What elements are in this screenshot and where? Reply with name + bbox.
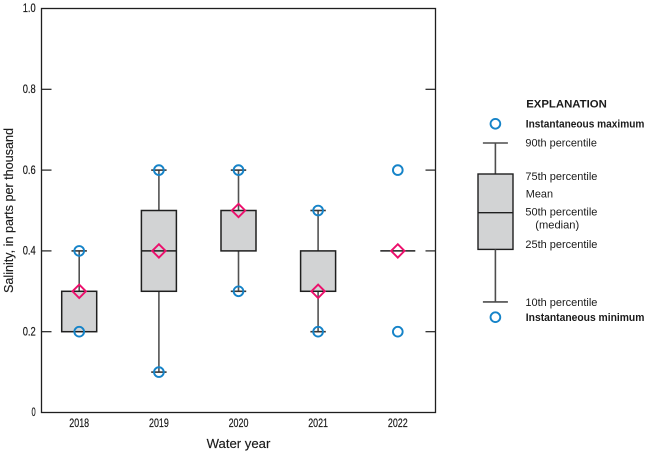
svg-text:0.2: 0.2 [23, 324, 36, 338]
svg-text:0.8: 0.8 [23, 82, 36, 96]
svg-text:0.6: 0.6 [23, 163, 36, 177]
svg-text:2020: 2020 [229, 416, 249, 430]
svg-text:Instantaneous minimum: Instantaneous minimum [526, 312, 645, 324]
svg-text:(median): (median) [535, 219, 579, 231]
svg-text:2022: 2022 [388, 416, 408, 430]
svg-text:EXPLANATION: EXPLANATION [526, 99, 607, 111]
svg-text:0.4: 0.4 [23, 244, 36, 258]
svg-text:2021: 2021 [308, 416, 328, 430]
svg-text:2018: 2018 [69, 416, 89, 430]
svg-text:90th percentile: 90th percentile [525, 138, 597, 150]
svg-text:Water year: Water year [207, 436, 271, 451]
svg-text:Instantaneous maximum: Instantaneous maximum [526, 118, 645, 130]
svg-text:Mean: Mean [526, 188, 553, 200]
svg-text:0: 0 [32, 405, 36, 419]
svg-text:25th percentile: 25th percentile [525, 239, 597, 251]
svg-text:Salinity, in parts per thousan: Salinity, in parts per thousand [1, 128, 16, 293]
svg-text:75th percentile: 75th percentile [525, 171, 597, 183]
svg-text:10th percentile: 10th percentile [525, 297, 597, 309]
svg-text:2019: 2019 [149, 416, 169, 430]
svg-text:1.0: 1.0 [23, 1, 36, 15]
svg-text:50th percentile: 50th percentile [525, 206, 597, 218]
